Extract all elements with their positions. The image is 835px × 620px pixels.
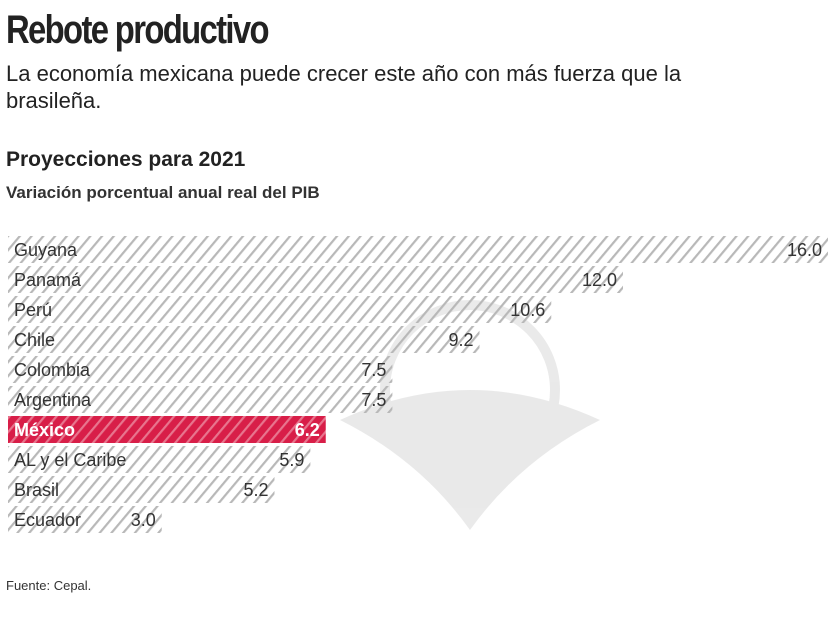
category-label: Panamá [14, 270, 82, 290]
value-label: 12.0 [582, 270, 617, 290]
value-label: 6.2 [295, 420, 320, 440]
category-label: Perú [14, 300, 52, 320]
category-label: Brasil [14, 480, 59, 500]
category-label: Guyana [14, 240, 78, 260]
category-label: AL y el Caribe [14, 450, 126, 470]
bar-panamá [8, 266, 623, 293]
bar-guyana [8, 236, 828, 263]
category-label: Colombia [14, 360, 91, 380]
bar-al-y-el-caribe [8, 446, 311, 473]
bar-perú [8, 296, 552, 323]
value-label: 9.2 [448, 330, 473, 350]
bar-argentina [8, 386, 393, 413]
source-note: Fuente: Cepal. [6, 578, 92, 593]
value-label: 10.6 [510, 300, 545, 320]
bar-ecuador [8, 506, 162, 533]
value-label: 16.0 [787, 240, 822, 260]
value-label: 5.9 [279, 450, 304, 470]
category-label: Argentina [14, 390, 92, 410]
page-title: Rebote productivo [6, 8, 270, 52]
chart-subtitle: Variación porcentual anual real del PIB [6, 183, 320, 202]
chart-title: Proyecciones para 2021 [6, 148, 246, 171]
bar-méxico [8, 416, 326, 443]
category-label: Ecuador [14, 510, 81, 530]
bar-chart: Guyana 16.0 Panamá 12.0 Perú 10.6 Chile 9.2 Colo… [8, 236, 828, 533]
value-label: 7.5 [361, 360, 386, 380]
category-label: México [14, 420, 75, 440]
category-label: Chile [14, 330, 55, 350]
subtitle: La economía mexicana puede crecer este a… [6, 61, 682, 113]
bar-colombia [8, 356, 393, 383]
bar-chile [8, 326, 480, 353]
value-label: 5.2 [243, 480, 268, 500]
value-label: 3.0 [131, 510, 156, 530]
bar-brasil [8, 476, 275, 503]
value-label: 7.5 [361, 390, 386, 410]
